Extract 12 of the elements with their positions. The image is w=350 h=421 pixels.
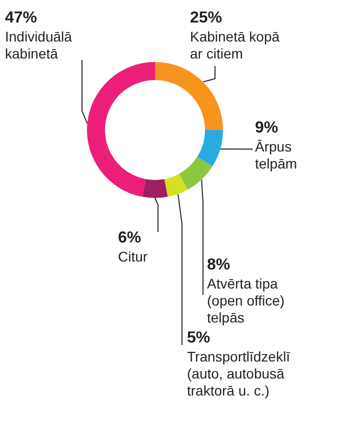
data-label: 6% [118, 230, 142, 246]
data-label: 47% [5, 10, 38, 26]
slice-label: Individuālā kabinetā [5, 28, 72, 62]
slice-label: Citur [118, 248, 148, 264]
data-label: 9% [255, 120, 278, 136]
slice-label: Kabinetā kopā ar citiem [190, 28, 280, 62]
data-label: 25% [190, 10, 222, 26]
slice-label: Transportlīdzeklī (auto, autobusā traktorā u. c.) [187, 348, 290, 398]
slice-label: Ārpus telpām [255, 138, 298, 172]
data-label: 8% [207, 256, 230, 274]
data-label: 5% [187, 330, 210, 346]
slice-label: Atvērta tipa (open office) telpās [207, 276, 285, 326]
